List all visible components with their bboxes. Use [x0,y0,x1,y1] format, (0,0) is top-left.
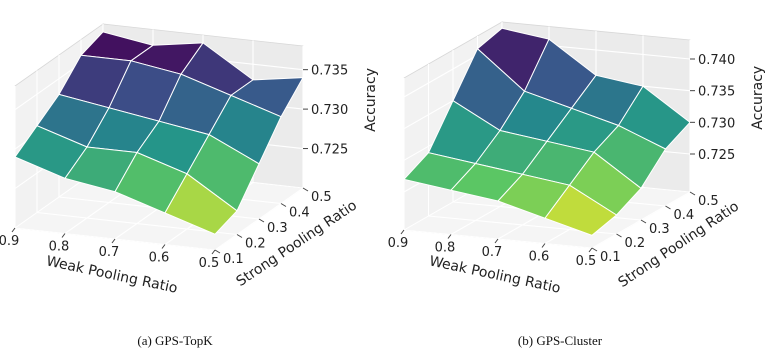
x-tick-mark [541,243,546,248]
y-tick-mark [640,219,647,224]
y-tick-label: 0.5 [698,194,719,209]
z-tick-label: 0.725 [698,148,735,163]
x-tick-mark [11,227,16,233]
x-tick-mark [588,247,593,253]
y-tick-mark [689,191,696,196]
z-tick-label: 0.735 [698,85,735,100]
z-tick-label: 0.725 [311,143,348,158]
y-tick-mark [302,187,309,192]
y-tick-label: 0.5 [311,190,332,205]
x-tick-mark [494,238,499,244]
z-axis-title: Accuracy [363,68,379,132]
y-tick-label: 0.4 [289,206,310,221]
x-tick-label: 0.9 [0,234,19,249]
x-tick-mark [400,229,405,235]
x-tick-label: 0.7 [482,245,503,260]
z-tick-label: 0.735 [311,64,348,79]
z-tick-label: 0.740 [698,53,735,68]
x-tick-label: 0.8 [49,240,70,255]
y-tick-label: 0.3 [267,221,288,236]
x-tick-label: 0.5 [199,256,220,271]
y-tick-mark [236,234,243,238]
y-tick-mark [616,233,622,238]
chart-panel-gps-cluster: 0.9 0.8 0.7 0.6 0.5 0.10.20.30.40.50.7250.730… [388,21,766,297]
x-tick-label: 0.5 [576,254,597,269]
surface-patch [164,173,238,235]
x-tick-label: 0.7 [99,245,120,260]
x-tick-label: 0.9 [388,236,409,251]
y-tick-mark [258,218,265,223]
y-tick-mark [591,247,598,252]
x-tick-mark [61,233,66,238]
caption-gps-topk: (a) GPS-TopK [137,333,213,348]
y-tick-mark [214,249,221,254]
z-tick-label: 0.730 [311,103,348,118]
x-tick-label: 0.8 [435,241,456,256]
y-tick-label: 0.3 [649,222,670,237]
y-tick-label: 0.4 [674,208,695,223]
y-tick-label: 0.1 [223,252,244,267]
x-tick-label: 0.6 [529,250,550,265]
x-tick-mark [211,249,216,255]
surface-patch [544,184,618,236]
grid-line [36,211,238,236]
y-tick-label: 0.2 [245,237,266,252]
z-axis-title: Accuracy [750,66,766,130]
y-tick-mark [665,205,671,210]
x-tick-mark [447,234,452,239]
caption-gps-cluster: (b) GPS-Cluster [518,333,603,348]
y-tick-mark [280,203,287,207]
x-tick-mark [111,238,116,244]
x-tick-label: 0.6 [149,251,170,266]
y-tick-label: 0.2 [625,236,646,251]
chart-panel-gps-topk: 0.9 0.8 0.7 0.6 0.5 0.10.20.30.40.50.7250.730… [0,23,379,297]
y-tick-label: 0.1 [600,250,621,265]
x-tick-mark [161,244,166,249]
z-tick-label: 0.730 [698,116,735,131]
